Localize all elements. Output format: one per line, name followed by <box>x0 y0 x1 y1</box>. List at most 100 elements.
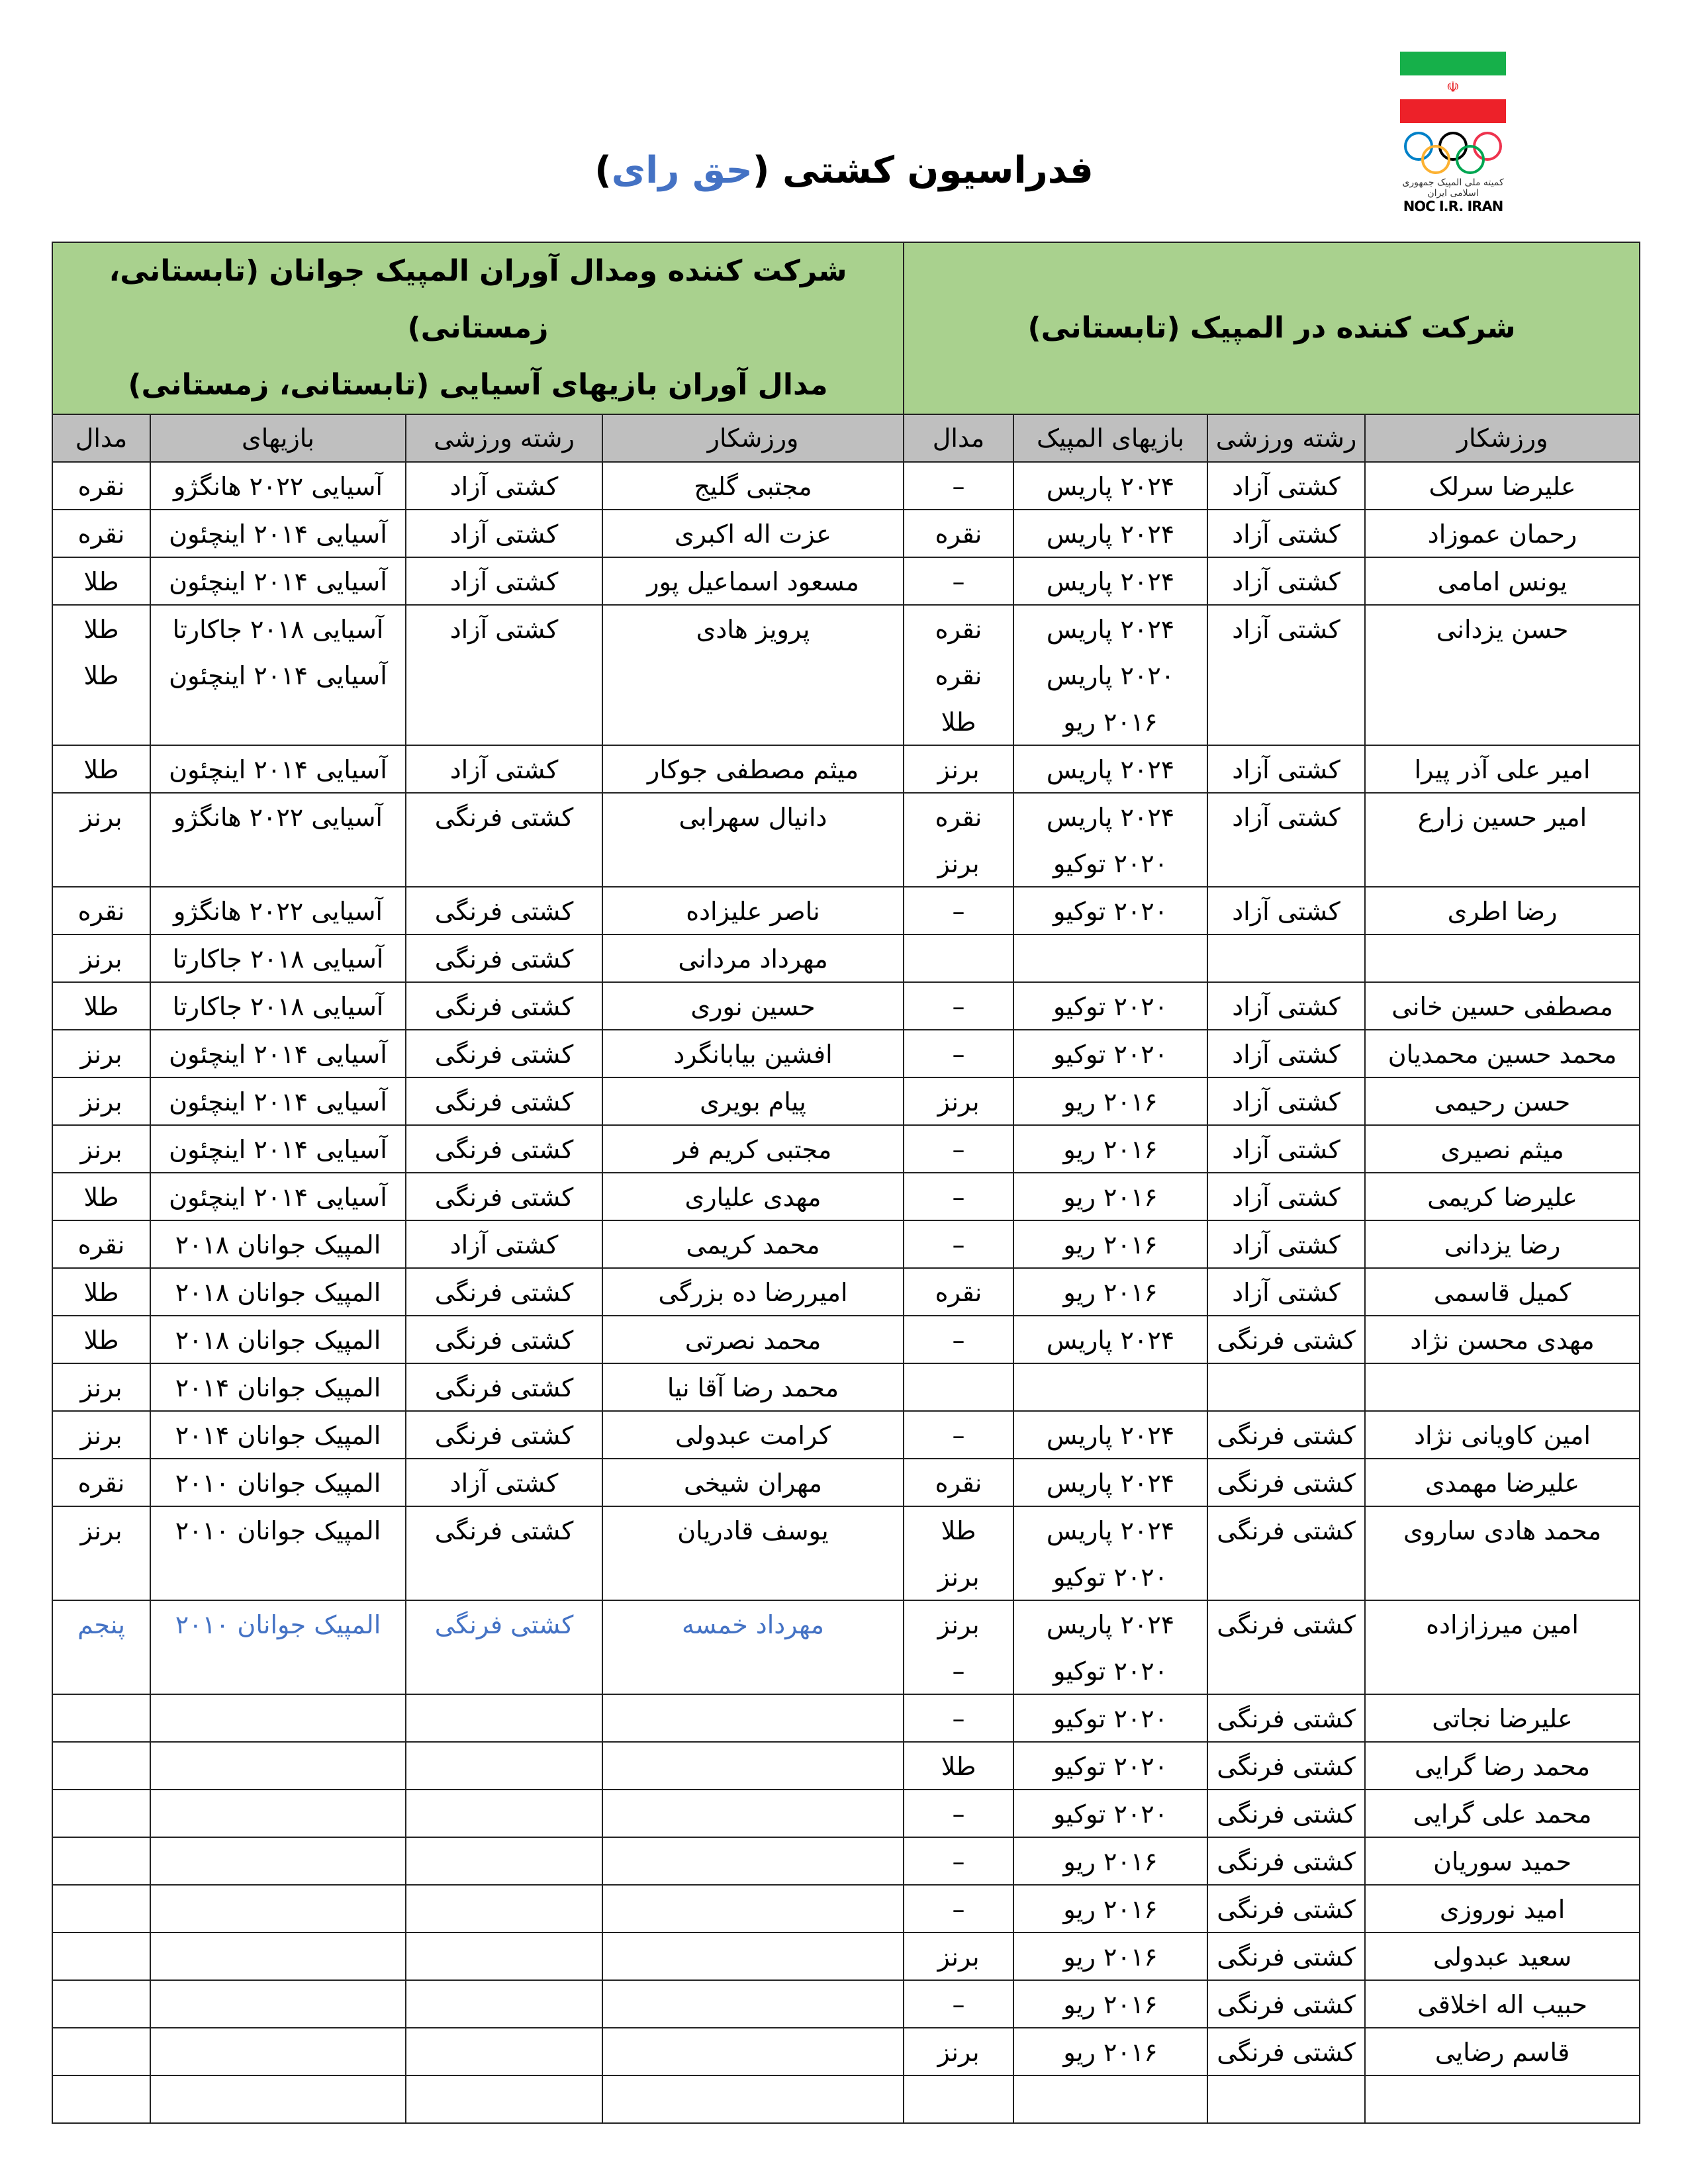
games-value: آسیایی ۲۰۲۲ هانگژو <box>173 803 383 832</box>
discipline-value: کشتی آزاد <box>1232 803 1340 832</box>
left-athlete-cell: محمد رضا آقا نیا <box>602 1363 904 1412</box>
discipline-value: کشتی فرنگی <box>1217 2038 1356 2067</box>
athlete-value: رضا یزدانی <box>1444 1230 1561 1259</box>
flag-green-stripe <box>1400 52 1506 75</box>
games-value: ۲۰۱۶ ریو <box>1063 1847 1158 1876</box>
left-games-cell: آسیایی ۲۰۱۴ اینچئون <box>150 1172 406 1221</box>
athlete-value: رضا اطری <box>1447 897 1558 926</box>
athlete-value: پرویز هادی <box>696 615 810 644</box>
left-medal-cell: طلا <box>52 1267 151 1316</box>
medal-value: – <box>952 567 965 596</box>
right-athlete-cell: امید نوروزی <box>1364 1884 1641 1933</box>
athlete-value: مصطفی حسین خانی <box>1391 992 1613 1021</box>
games-value: ۲۰۲۴ پاریس <box>1046 1469 1175 1498</box>
group-header-line2: مدال آوران بازیهای آسیایی (تابستانی، زمس… <box>128 368 828 402</box>
athlete-value: مهدی محسن نژاد <box>1410 1326 1595 1355</box>
discipline-value: کشتی آزاد <box>1232 1087 1340 1116</box>
left-games-cell: آسیایی ۲۰۱۴ اینچئون <box>150 1077 406 1126</box>
left-medal-cell: برنز <box>52 1410 151 1459</box>
left-medal-cell: برنز <box>52 1029 151 1078</box>
left-athlete-cell: یوسف قادریان <box>602 1506 904 1601</box>
left-games-cell: آسیایی ۲۰۱۴ اینچئون <box>150 509 406 558</box>
right-athlete-cell: مهدی محسن نژاد <box>1364 1315 1641 1364</box>
left-discipline-cell: کشتی آزاد <box>405 557 603 606</box>
right-medal-cell: نقره <box>902 1267 1015 1316</box>
right-games-cell <box>1013 2075 1209 2124</box>
right-medal-cell: – <box>902 1172 1015 1221</box>
athlete-value: علیرضا نجاتی <box>1432 1704 1573 1733</box>
discipline-value: کشتی آزاد <box>449 520 559 549</box>
left-discipline-cell: کشتی آزاد <box>405 1458 603 1507</box>
medal-value: – <box>952 1847 965 1876</box>
left-medal-cell <box>52 1884 151 1933</box>
games-value: آسیایی ۲۰۱۴ اینچئون <box>169 1040 387 1069</box>
games-value: المپیک جوانان ۲۰۱۸ <box>175 1326 381 1355</box>
right-athlete-cell: محمد علی گرایی <box>1364 1789 1641 1838</box>
medal-value: برنز <box>80 1135 122 1164</box>
games-value: ۲۰۱۶ ریو <box>1063 1895 1158 1924</box>
table-row: امیر علی آذر پیرا کشتی آزاد ۲۰۲۴ پاریس برنز… <box>52 745 1641 794</box>
athlete-value: قاسم رضایی <box>1434 2038 1570 2067</box>
discipline-value: کشتی فرنگی <box>434 803 574 832</box>
medal-value: طلا <box>83 1183 119 1212</box>
left-games-cell: المپیک جوانان ۲۰۱۸ <box>150 1315 406 1364</box>
table-row: رضا اطری کشتی آزاد ۲۰۲۰ توکیو – ناصر علیزاده… <box>52 886 1641 935</box>
games-value: ۲۰۲۴ پاریس <box>1046 1421 1175 1450</box>
discipline-value: کشتی فرنگی <box>434 1326 574 1355</box>
discipline-value: کشتی فرنگی <box>434 992 574 1021</box>
medal-value: – <box>952 1799 965 1829</box>
discipline-value: کشتی فرنگی <box>434 897 574 926</box>
games-value: آسیایی ۲۰۱۴ اینچئون <box>169 1183 387 1212</box>
right-athlete-cell: علیرضا سرلک <box>1364 461 1641 510</box>
medal-value: – <box>952 1183 965 1212</box>
left-athlete-cell <box>602 2027 904 2076</box>
right-games-cell: ۲۰۲۴ پاریس ۲۰۲۰ توکیو <box>1013 1600 1209 1695</box>
games-value: آسیایی ۲۰۲۲ هانگژو <box>173 897 383 926</box>
medal-value: طلا <box>83 1326 119 1355</box>
games-value: المپیک جوانان ۲۰۱۸ <box>175 1278 381 1307</box>
left-games-cell: آسیایی ۲۰۱۴ اینچئون <box>150 557 406 606</box>
discipline-value: کشتی آزاد <box>1232 567 1340 596</box>
right-games-cell <box>1013 1363 1209 1412</box>
games-value: ۲۰۲۴ پاریس <box>1046 567 1175 596</box>
table-row: مهدی محسن نژاد کشتی فرنگی ۲۰۲۴ پاریس – محمد … <box>52 1315 1641 1364</box>
athlete-value: ناصر علیزاده <box>686 897 820 926</box>
table-row: امید نوروزی کشتی فرنگی ۲۰۱۶ ریو – <box>52 1884 1641 1933</box>
medal-value: طلا <box>83 615 119 644</box>
left-athlete-cell <box>602 1741 904 1790</box>
left-discipline-cell: کشتی فرنگی <box>405 1267 603 1316</box>
table-row: رضا یزدانی کشتی آزاد ۲۰۱۶ ریو – محمد کریمی کش… <box>52 1220 1641 1269</box>
medal-value: – <box>952 1326 965 1355</box>
medal-value: طلا <box>83 567 119 596</box>
left-games-cell: آسیایی ۲۰۱۴ اینچئون <box>150 1124 406 1173</box>
left-games-cell <box>150 1837 406 1886</box>
group-header-line1: شرکت کننده ومدال آوران المپیک جوانان (تا… <box>109 254 847 345</box>
left-athlete-cell: مهرداد خمسه <box>602 1600 904 1695</box>
left-discipline-cell <box>405 1741 603 1790</box>
athlete-value: مسعود اسماعیل پور <box>647 567 859 596</box>
left-medal-cell <box>52 2027 151 2076</box>
left-discipline-cell: کشتی فرنگی <box>405 1029 603 1078</box>
left-discipline-cell: کشتی فرنگی <box>405 1077 603 1126</box>
medal-value: برنز <box>937 1087 980 1116</box>
right-games-cell: ۲۰۲۴ پاریس ۲۰۲۰ پاریس ۲۰۱۶ ریو <box>1013 604 1209 746</box>
right-games-cell: ۲۰۲۰ توکیو <box>1013 1029 1209 1078</box>
left-medal-cell: نقره <box>52 1458 151 1507</box>
column-header-right-discipline: رشته ورزشی <box>1207 414 1366 463</box>
left-games-cell: آسیایی ۲۰۱۴ اینچئون <box>150 745 406 794</box>
right-athlete-cell: محمد حسین محمدیان <box>1364 1029 1641 1078</box>
discipline-value: کشتی آزاد <box>1232 1183 1340 1212</box>
medal-value: نقره <box>77 520 125 549</box>
right-medal-cell: طلا <box>902 1741 1015 1790</box>
athlete-value: مجتبی گلیج <box>694 472 812 501</box>
athlete-value: مهرداد خمسه <box>681 1610 825 1639</box>
left-games-cell: المپیک جوانان ۲۰۱۰ <box>150 1506 406 1601</box>
right-discipline-cell: کشتی آزاد <box>1207 509 1366 558</box>
right-athlete-cell <box>1364 934 1641 983</box>
left-medal-cell <box>52 1979 151 2028</box>
medal-value: طلا <box>83 992 119 1021</box>
left-discipline-cell <box>405 1884 603 1933</box>
left-discipline-cell: کشتی فرنگی <box>405 1410 603 1459</box>
left-discipline-cell: کشتی آزاد <box>405 461 603 510</box>
left-games-cell: المپیک جوانان ۲۰۱۰ <box>150 1458 406 1507</box>
